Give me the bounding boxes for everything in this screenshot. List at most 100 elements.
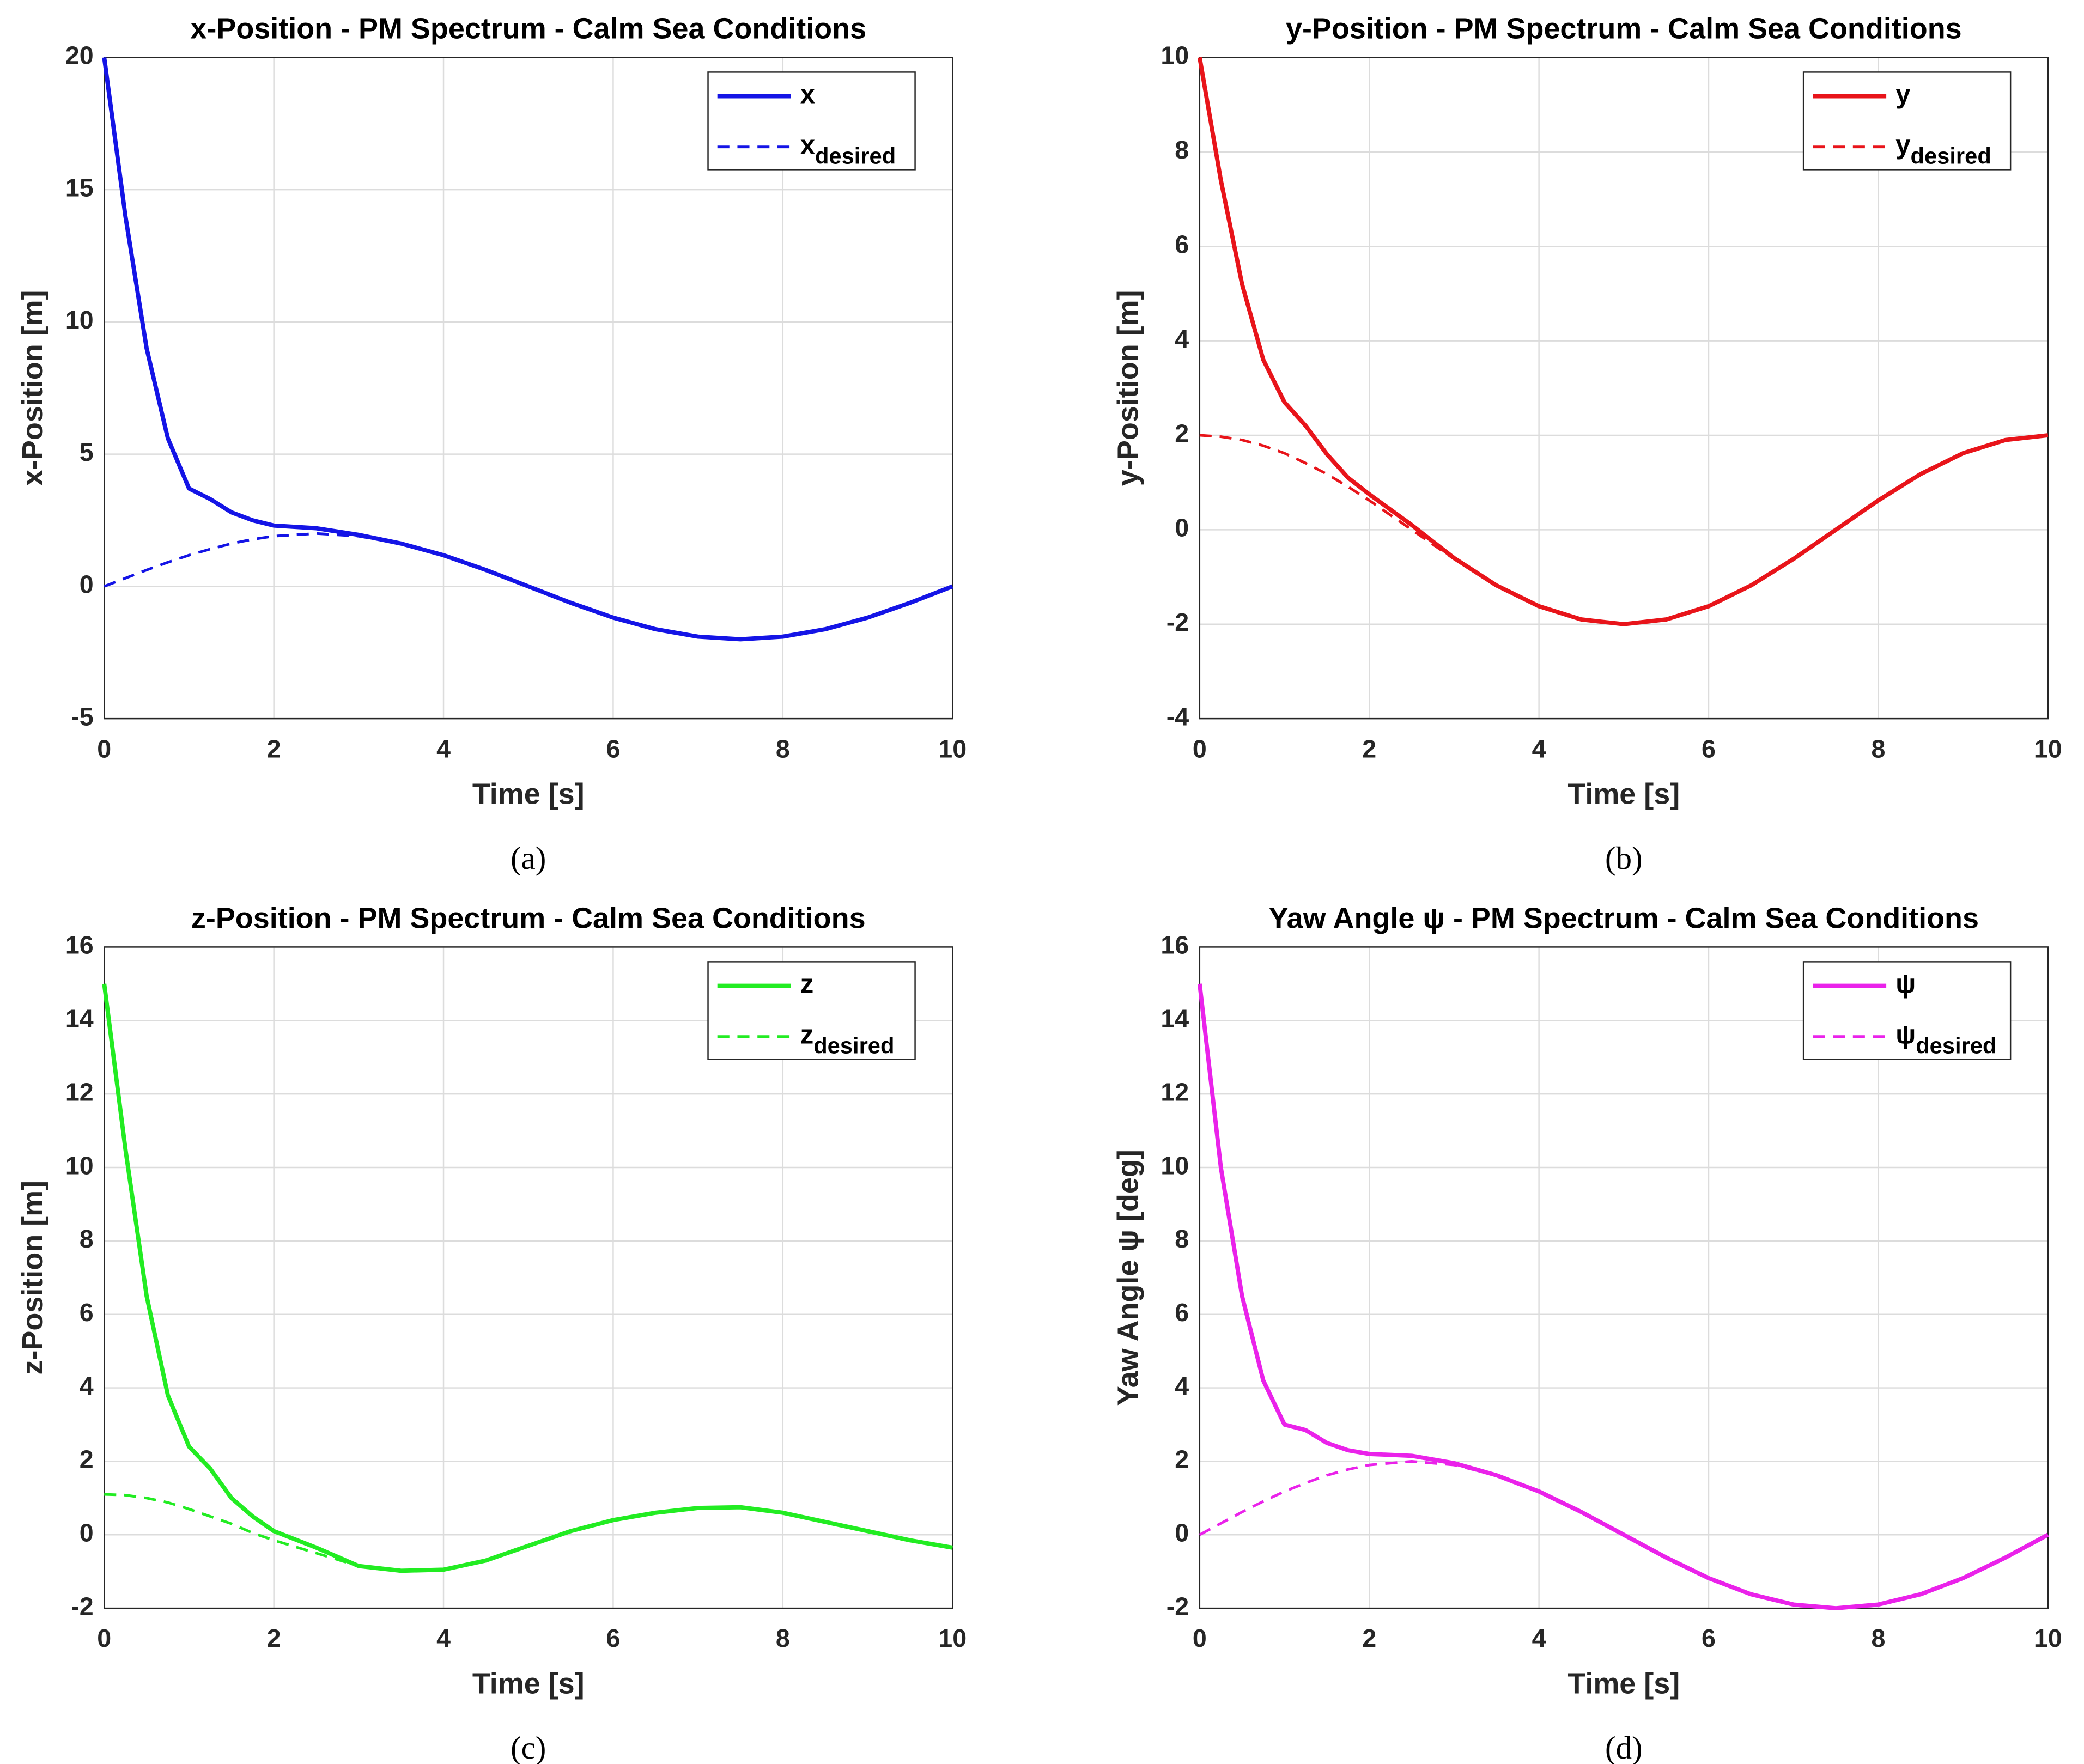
data-line [104, 1493, 953, 1572]
x-tick-label: 4 [436, 734, 451, 763]
legend-entry: y [1895, 80, 1910, 109]
y-tick-label: 4 [80, 1372, 94, 1400]
caption: (c) [511, 1730, 546, 1764]
x-tick-label: 0 [97, 734, 111, 763]
x-tick-label: 6 [606, 1624, 620, 1652]
y-tick-label: -2 [71, 1592, 93, 1620]
y-tick-label: 2 [80, 1445, 94, 1474]
x-tick-label: 6 [606, 734, 620, 763]
y-axis-label: Yaw Angle ψ [deg] [1112, 1149, 1145, 1406]
x-axis-label: Time [s] [472, 1668, 585, 1700]
y-tick-label: 8 [1175, 1225, 1189, 1253]
x-tick-label: 4 [1532, 1624, 1546, 1652]
y-axis-label: z-Position [m] [16, 1181, 49, 1375]
legend-box [1802, 71, 2012, 171]
chart-title: x-Position - PM Spectrum - Calm Sea Cond… [190, 13, 866, 45]
x-tick-label: 10 [2034, 734, 2062, 763]
y-tick-label: 15 [65, 173, 94, 202]
legend-name: y [1895, 131, 1910, 160]
x-tick-label: 6 [1702, 734, 1716, 763]
y-tick-label: 0 [1175, 514, 1189, 542]
x-tick-label: 0 [1193, 1624, 1207, 1652]
chart-title: z-Position - PM Spectrum - Calm Sea Cond… [191, 902, 866, 935]
y-tick-label: 10 [1161, 1151, 1189, 1179]
x-tick-label: 8 [776, 734, 790, 763]
y-tick-label: 0 [80, 1519, 94, 1547]
y-tick-label: 10 [1161, 41, 1189, 70]
legend-subscript: desired [1916, 1032, 1996, 1058]
y-tick-label: 0 [1175, 1519, 1189, 1547]
x-axis-label: Time [s] [1567, 1668, 1680, 1700]
legend-name: y [1895, 80, 1910, 109]
y-tick-label: -2 [1166, 1592, 1189, 1620]
x-tick-label: 8 [776, 1624, 790, 1652]
legend-name: z [800, 1020, 814, 1050]
legend-entry: ψ [1895, 969, 1916, 999]
y-tick-label: 4 [1175, 325, 1189, 353]
x-tick-label: 10 [2034, 1624, 2062, 1652]
plot-frame [104, 946, 953, 1609]
legend-entry: ydesired [1895, 131, 1991, 169]
data-line [1199, 434, 2049, 626]
y-tick-label: 4 [1175, 1372, 1189, 1400]
y-tick-label: 12 [1161, 1078, 1189, 1106]
y-tick-label: 5 [80, 438, 94, 466]
data-line [104, 532, 953, 641]
caption: (b) [1605, 841, 1643, 876]
y-tick-label: 0 [80, 570, 94, 599]
y-tick-label: 10 [65, 306, 94, 334]
data-line [1199, 1459, 2049, 1610]
plot-frame [1199, 946, 2049, 1609]
y-tick-label: 14 [1161, 1005, 1189, 1033]
plot-frame [1199, 57, 2049, 720]
y-tick-label: 2 [1175, 419, 1189, 447]
x-tick-label: 4 [1532, 734, 1546, 763]
y-tick-label: -5 [71, 702, 93, 731]
x-tick-label: 2 [1362, 1624, 1376, 1652]
y-tick-label: -2 [1166, 608, 1189, 636]
panel: -4 -2 0 2 4 6 8 10 0 2 4 6 8 10 y-Position - PM Spectr… [1112, 13, 2062, 876]
x-tick-label: 0 [1193, 734, 1207, 763]
x-tick-label: 2 [1362, 734, 1376, 763]
legend-name: z [800, 969, 814, 999]
x-tick-label: 2 [267, 734, 281, 763]
x-tick-label: 10 [938, 1624, 967, 1652]
legend-name: x [800, 131, 815, 160]
chart-title: Yaw Angle ψ - PM Spectrum - Calm Sea Con… [1269, 902, 1979, 935]
plot-frame [104, 57, 953, 720]
legend-subscript: desired [1911, 143, 1991, 168]
x-tick-label: 8 [1871, 1624, 1885, 1652]
x-tick-label: 10 [938, 734, 967, 763]
x-axis-label: Time [s] [1567, 778, 1680, 811]
legend-name: ψ [1895, 969, 1916, 999]
caption: (d) [1605, 1730, 1643, 1764]
y-tick-label: 6 [1175, 1298, 1189, 1327]
y-tick-label: 16 [1161, 931, 1189, 959]
x-tick-label: 4 [436, 1624, 451, 1652]
y-tick-label: 20 [65, 41, 94, 70]
x-axis-label: Time [s] [472, 778, 585, 811]
y-tick-label: 14 [65, 1005, 94, 1033]
legend-name: ψ [1895, 1020, 1916, 1050]
legend-subscript: desired [813, 1032, 894, 1058]
legend-entry: xdesired [800, 131, 896, 169]
legend-entry: x [800, 80, 815, 109]
legend-subscript: desired [815, 143, 896, 168]
y-tick-label: 10 [65, 1151, 94, 1179]
chart-title: y-Position - PM Spectrum - Calm Sea Cond… [1286, 13, 1962, 45]
x-tick-label: 6 [1702, 1624, 1716, 1652]
legend-box [707, 961, 916, 1060]
y-tick-label: 12 [65, 1078, 94, 1106]
legend-entry: ψdesired [1895, 1020, 1996, 1059]
y-tick-label: 6 [1175, 230, 1189, 259]
caption: (a) [511, 841, 546, 876]
legend-entry: z [800, 969, 814, 999]
y-tick-label: 6 [80, 1298, 94, 1327]
legend-box [1802, 961, 2012, 1060]
y-axis-label: y-Position [m] [1112, 290, 1145, 486]
y-tick-label: 8 [80, 1225, 94, 1253]
